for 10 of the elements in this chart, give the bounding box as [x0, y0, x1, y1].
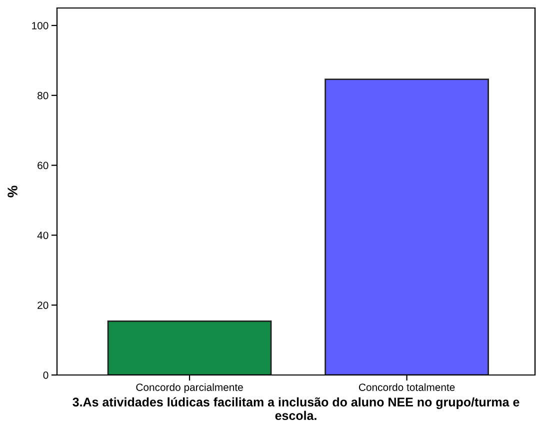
y-tick-label: 20: [38, 302, 48, 309]
x-axis-title: 3.As atividades lúdicas facilitam a inclusão do aluno NEE no grupo/turma e escola.: [72, 397, 520, 420]
y-tick-label: 80: [38, 92, 48, 100]
y-tick-label: 100: [32, 22, 48, 30]
y-tick-label: 0: [43, 372, 48, 379]
x-tick-label: Concordo totalmente: [358, 383, 455, 391]
y-tick-label: 40: [37, 232, 48, 240]
x-tick-label: Concordo parcialmente: [136, 383, 243, 394]
y-tick-label: 60: [38, 162, 48, 170]
y-axis-title: %: [8, 186, 18, 198]
